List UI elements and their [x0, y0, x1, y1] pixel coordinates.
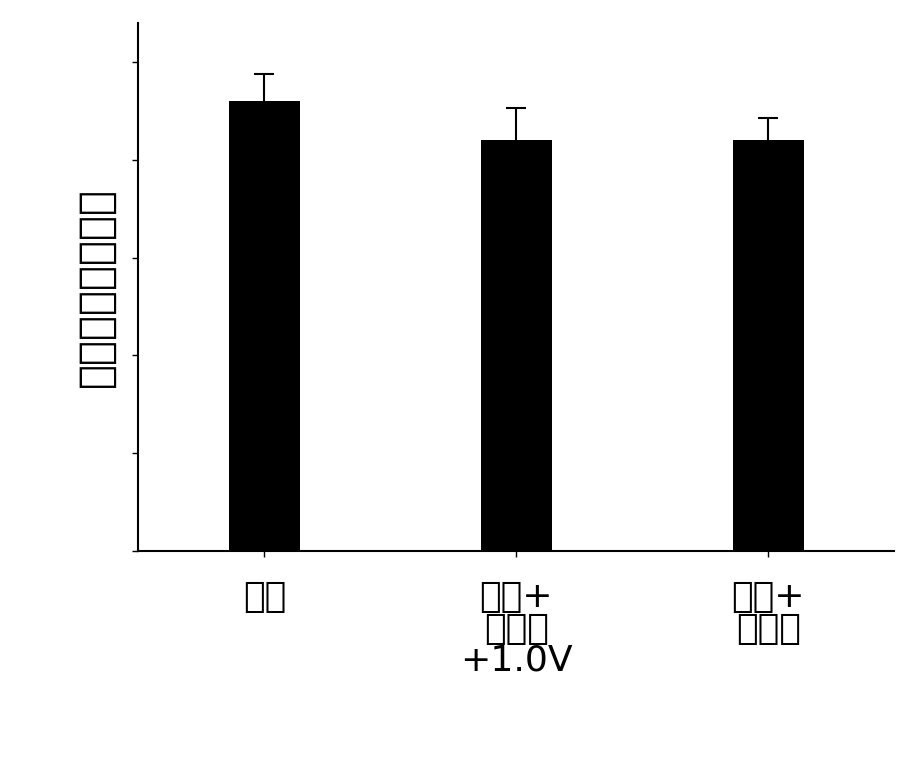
Text: 细胞: 细胞 [242, 580, 286, 614]
Text: 鲁米诺: 鲁米诺 [736, 612, 801, 646]
Bar [229, 101, 300, 551]
Text: 细胞+: 细胞+ [479, 580, 553, 614]
Bar [733, 140, 804, 551]
Text: 鲁米诺: 鲁米诺 [484, 612, 549, 646]
Text: +1.0V: +1.0V [460, 643, 573, 678]
Text: 细胞+: 细胞+ [731, 580, 805, 614]
Bar [481, 140, 551, 551]
Y-axis label: 细胞内钙离子浓度: 细胞内钙离子浓度 [75, 187, 117, 387]
